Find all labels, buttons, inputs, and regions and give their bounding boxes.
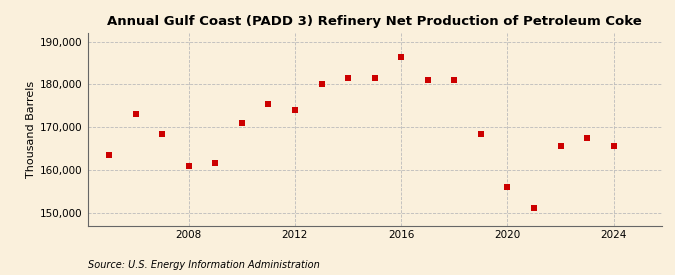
Point — [157, 131, 167, 136]
Point — [396, 54, 406, 59]
Point — [582, 136, 593, 140]
Point — [502, 185, 513, 189]
Point — [369, 76, 380, 80]
Point — [130, 112, 141, 117]
Y-axis label: Thousand Barrels: Thousand Barrels — [26, 81, 36, 178]
Point — [316, 82, 327, 87]
Point — [103, 153, 114, 157]
Title: Annual Gulf Coast (PADD 3) Refinery Net Production of Petroleum Coke: Annual Gulf Coast (PADD 3) Refinery Net … — [107, 15, 642, 28]
Text: Source: U.S. Energy Information Administration: Source: U.S. Energy Information Administ… — [88, 260, 319, 270]
Point — [290, 108, 300, 112]
Point — [449, 78, 460, 82]
Point — [423, 78, 433, 82]
Point — [184, 163, 194, 168]
Point — [555, 144, 566, 148]
Point — [475, 131, 486, 136]
Point — [210, 161, 221, 166]
Point — [343, 76, 354, 80]
Point — [529, 206, 539, 211]
Point — [608, 144, 619, 148]
Point — [236, 121, 247, 125]
Point — [263, 101, 274, 106]
